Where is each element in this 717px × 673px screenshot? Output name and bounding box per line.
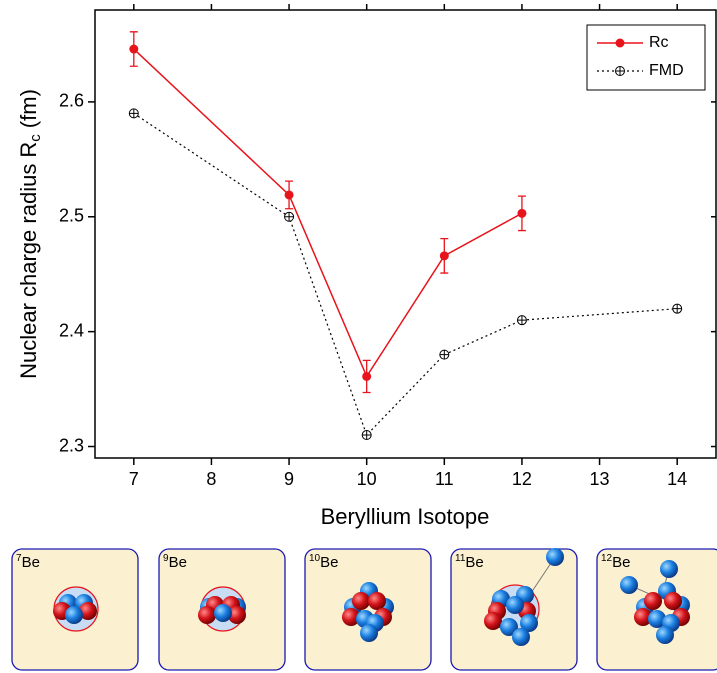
marker-cross bbox=[672, 304, 682, 314]
y-tick-label: 2.4 bbox=[59, 320, 84, 340]
series-line bbox=[133, 48, 523, 379]
isotope-element: Be bbox=[320, 554, 338, 571]
isotope-element: Be bbox=[465, 554, 483, 571]
x-tick-label: 8 bbox=[206, 469, 216, 489]
marker bbox=[284, 211, 295, 222]
neutron bbox=[546, 548, 564, 566]
marker bbox=[672, 303, 683, 314]
legend-label: FMD bbox=[649, 62, 684, 79]
marker bbox=[129, 44, 139, 54]
marker bbox=[362, 371, 372, 381]
proton bbox=[644, 592, 662, 610]
neutron bbox=[620, 576, 638, 594]
x-tick-label: 7 bbox=[129, 469, 139, 489]
marker bbox=[439, 349, 450, 360]
y-label-main: Nuclear charge radius R bbox=[16, 142, 41, 379]
proton bbox=[664, 592, 682, 610]
y-label-unit: (fm) bbox=[16, 89, 41, 128]
neutron bbox=[500, 618, 518, 636]
x-tick-label: 11 bbox=[435, 469, 454, 489]
series-line bbox=[133, 112, 678, 437]
x-tick-label: 14 bbox=[667, 469, 687, 489]
marker bbox=[361, 430, 372, 441]
y-label-sub: c bbox=[27, 134, 44, 142]
neutron bbox=[65, 606, 83, 624]
isotope-mass: 10 bbox=[309, 553, 321, 564]
marker-cross bbox=[284, 212, 294, 222]
proton bbox=[634, 608, 652, 626]
proton bbox=[79, 602, 97, 620]
neutron bbox=[660, 560, 678, 578]
neutron bbox=[512, 628, 530, 646]
illustration-panel bbox=[304, 548, 432, 671]
marker bbox=[439, 251, 449, 261]
marker-cross bbox=[439, 350, 449, 360]
marker-cross bbox=[362, 430, 372, 440]
neutron bbox=[520, 614, 538, 632]
marker-cross bbox=[615, 66, 625, 76]
illustration-label: 11Be bbox=[455, 553, 484, 571]
neutron bbox=[360, 624, 378, 642]
proton bbox=[228, 606, 246, 624]
isotope-mass: 11 bbox=[455, 553, 466, 564]
neutron bbox=[656, 626, 674, 644]
proton bbox=[198, 606, 216, 624]
x-tick-label: 10 bbox=[357, 469, 377, 489]
isotope-mass: 9 bbox=[163, 553, 169, 564]
x-tick-label: 13 bbox=[590, 469, 610, 489]
illustration-label: 10Be bbox=[309, 553, 338, 571]
isotope-mass: 12 bbox=[601, 553, 613, 564]
marker-cross bbox=[517, 315, 527, 325]
y-tick-label: 2.6 bbox=[59, 91, 84, 111]
marker bbox=[128, 108, 139, 119]
neutron bbox=[648, 610, 666, 628]
x-tick-label: 9 bbox=[284, 469, 294, 489]
legend-box bbox=[586, 24, 706, 91]
neutron bbox=[506, 596, 524, 614]
marker bbox=[517, 208, 527, 218]
y-axis-label: Nuclear charge radius Rc (fm) bbox=[16, 89, 44, 379]
marker bbox=[615, 38, 625, 48]
y-tick-label: 2.3 bbox=[59, 435, 84, 455]
proton bbox=[352, 592, 370, 610]
neutron bbox=[214, 604, 232, 622]
isotope-element: Be bbox=[22, 554, 40, 571]
legend-label: Rc bbox=[649, 34, 669, 51]
proton bbox=[342, 608, 360, 626]
x-tick-label: 12 bbox=[512, 469, 532, 489]
illustration-label: 9Be bbox=[163, 553, 187, 571]
proton bbox=[368, 592, 386, 610]
marker bbox=[516, 315, 527, 326]
x-axis-label: Beryllium Isotope bbox=[321, 504, 490, 529]
marker bbox=[284, 190, 294, 200]
isotope-mass: 7 bbox=[16, 553, 22, 564]
illustration-label: 12Be bbox=[601, 553, 630, 571]
proton bbox=[484, 612, 502, 630]
isotope-element: Be bbox=[169, 554, 187, 571]
marker bbox=[615, 66, 625, 76]
marker-cross bbox=[129, 108, 139, 118]
illustration-label: 7Be bbox=[16, 553, 40, 571]
plot-frame bbox=[94, 9, 717, 459]
isotope-element: Be bbox=[612, 554, 630, 571]
y-tick-label: 2.5 bbox=[59, 206, 84, 226]
